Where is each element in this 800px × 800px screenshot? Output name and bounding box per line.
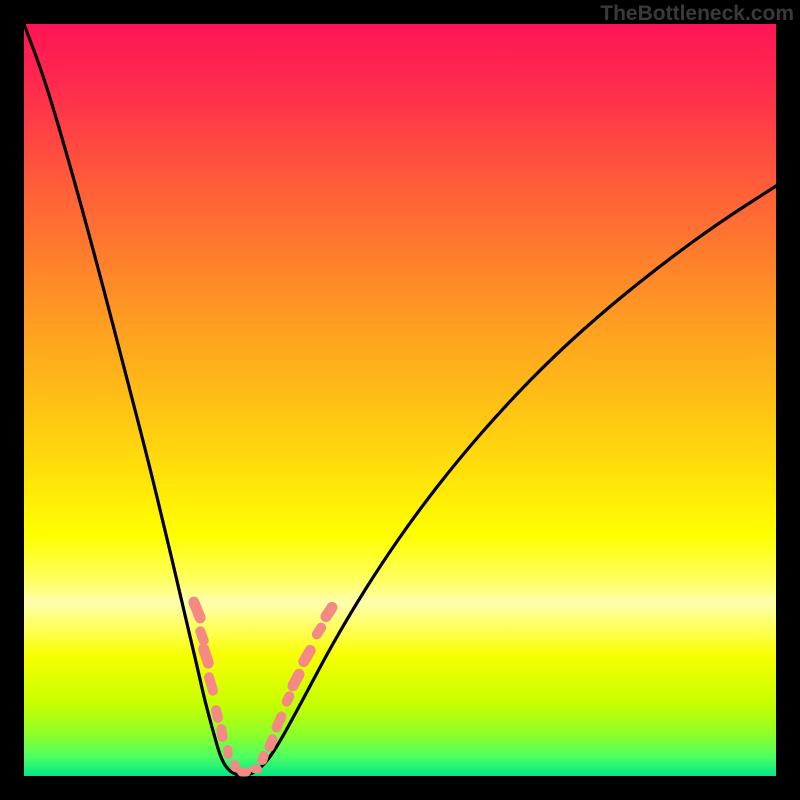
curve-marker bbox=[286, 667, 307, 693]
curve-marker bbox=[237, 768, 251, 777]
plot-area bbox=[24, 24, 776, 776]
chart-frame: TheBottleneck.com bbox=[0, 0, 800, 800]
bottleneck-curve-svg bbox=[24, 24, 776, 776]
curve-marker bbox=[318, 600, 339, 624]
curve-marker bbox=[310, 621, 328, 642]
curve-marker bbox=[197, 642, 215, 670]
curve-marker bbox=[280, 690, 296, 709]
curve-marker bbox=[296, 643, 318, 669]
frame-border-right bbox=[776, 0, 800, 800]
curve-marker bbox=[203, 671, 219, 697]
curve-marker bbox=[256, 750, 270, 766]
curve-marker bbox=[263, 733, 279, 753]
curve-marker bbox=[210, 704, 224, 724]
curve-marker bbox=[216, 723, 229, 742]
curve-right bbox=[241, 186, 776, 776]
frame-border-left bbox=[0, 0, 24, 800]
frame-border-bottom bbox=[0, 776, 800, 800]
frame-border-top bbox=[0, 0, 800, 24]
curve-marker bbox=[187, 595, 208, 625]
curve-marker bbox=[223, 745, 233, 760]
